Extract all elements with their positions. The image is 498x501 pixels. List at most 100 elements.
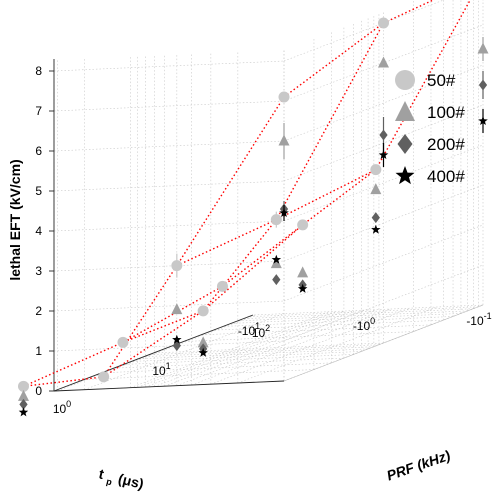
data-point-circle — [216, 280, 228, 292]
axis-layer: 0 1 2 3 4 5 6 7 8 -10-1 -100 -101 100 101 102 — [35, 59, 492, 416]
prf-tick-label: 101 — [152, 361, 170, 378]
gridline-z — [53, 60, 285, 72]
data-point-star — [371, 224, 381, 234]
connector-layer — [23, 0, 472, 388]
data-point-circle — [270, 214, 282, 226]
tp-tick-label: -101 — [238, 321, 260, 338]
data-point-triangle — [171, 303, 183, 315]
connector-line — [375, 0, 472, 171]
prf-tick-label: 102 — [252, 323, 270, 340]
gridline-tp — [154, 310, 354, 387]
data-point-diamond — [272, 274, 281, 286]
gridline-tp — [164, 309, 364, 387]
gridline-prf — [200, 324, 431, 336]
data-point-star — [297, 283, 308, 293]
connector-line — [302, 169, 377, 226]
tp-tick-label: -100 — [353, 316, 375, 333]
connector-line — [283, 22, 384, 98]
z-axis-label: lethal EFT (kV/cm) — [7, 159, 23, 280]
legend-label: 400# — [427, 167, 465, 186]
legend-marker-circle — [395, 70, 415, 90]
data-point-circle — [378, 17, 389, 29]
data-point-diamond — [371, 212, 380, 224]
gridline-z — [283, 0, 445, 62]
data-point-triangle — [370, 183, 382, 195]
connector-line — [275, 22, 385, 220]
gridline-tp — [210, 307, 410, 385]
data-point-circle — [98, 371, 110, 383]
data-point-diamond — [19, 398, 28, 410]
z-tick-label: 6 — [35, 144, 42, 158]
z-tick-label: 5 — [35, 184, 42, 198]
connector-line — [122, 310, 204, 343]
z-tick-label: 4 — [35, 224, 42, 238]
data-point-circle — [17, 380, 29, 392]
tp-axis-label-sub: p — [105, 476, 113, 487]
gridline-prf — [131, 351, 362, 362]
gridline-z — [283, 224, 484, 302]
gridline-z — [283, 104, 484, 182]
tp-axis-label-main: t — [97, 465, 106, 482]
connector-line — [276, 169, 377, 221]
data-point-circle — [297, 219, 309, 231]
data-point-circle — [171, 260, 183, 272]
data-point-circle — [117, 336, 129, 348]
data-point-star — [271, 254, 282, 264]
legend-marker-star — [395, 166, 415, 185]
gridline-z — [283, 184, 484, 262]
data-point-triangle — [477, 42, 489, 54]
gridline-z — [283, 24, 484, 102]
gridline-z — [53, 260, 285, 272]
data-point-diamond — [478, 79, 488, 91]
legend-marker-triangle — [395, 101, 415, 121]
gridline-z — [53, 180, 285, 192]
tp-tick-label: -10-1 — [466, 311, 491, 328]
label-layer: lethal EFT (kV/cm) PRF (kHz) t p (μs) — [7, 159, 453, 492]
gridline-tp — [176, 309, 376, 386]
gridline-tp — [237, 306, 437, 384]
gridline-prf — [83, 369, 314, 380]
legend-label: 200# — [427, 135, 465, 154]
gridline-tp — [191, 308, 391, 386]
connector-line — [122, 285, 223, 343]
data-point-triangle — [17, 389, 29, 401]
z-tick-label: 0 — [35, 384, 42, 398]
data-point-star — [378, 150, 389, 159]
gridline-z — [53, 140, 285, 152]
data-point-circle — [278, 91, 290, 103]
gridline-z — [283, 144, 484, 222]
tp-axis-line — [53, 380, 285, 392]
legend: 50# 100# 200# 400# — [395, 70, 465, 186]
tp-axis-label: t p (μs) — [97, 465, 145, 492]
data-point-triangle — [297, 266, 309, 278]
z-tick-label: 8 — [35, 64, 42, 78]
gridline-tp — [84, 313, 284, 390]
data-point-circle — [197, 305, 209, 317]
gridline-z — [53, 220, 285, 232]
back-edge — [283, 304, 484, 382]
connector-line — [202, 219, 277, 312]
gridline-prf — [248, 306, 479, 318]
legend-marker-diamond — [397, 134, 413, 154]
gridline-tp — [130, 311, 330, 388]
gridline-prf — [101, 362, 332, 374]
gridline-prf — [148, 344, 379, 356]
gridline-z — [283, 64, 484, 142]
connector-line — [202, 224, 304, 312]
data-point-triangle — [197, 336, 209, 348]
data-point-circle — [370, 164, 382, 176]
legend-label: 100# — [427, 103, 465, 122]
connector-line — [176, 96, 285, 267]
z-tick-label: 2 — [35, 304, 42, 318]
data-point-star — [279, 208, 289, 217]
z-tick-label: 3 — [35, 264, 42, 278]
gridline-z — [283, 264, 484, 342]
data-point-star — [172, 334, 182, 344]
data-point-triangle — [278, 134, 290, 146]
connector-line — [383, 0, 435, 24]
marker-layer — [17, 17, 489, 417]
data-point-triangle — [270, 257, 282, 269]
data-point-star — [198, 347, 208, 357]
data-point-diamond — [379, 129, 388, 141]
gridline-z — [53, 300, 285, 312]
